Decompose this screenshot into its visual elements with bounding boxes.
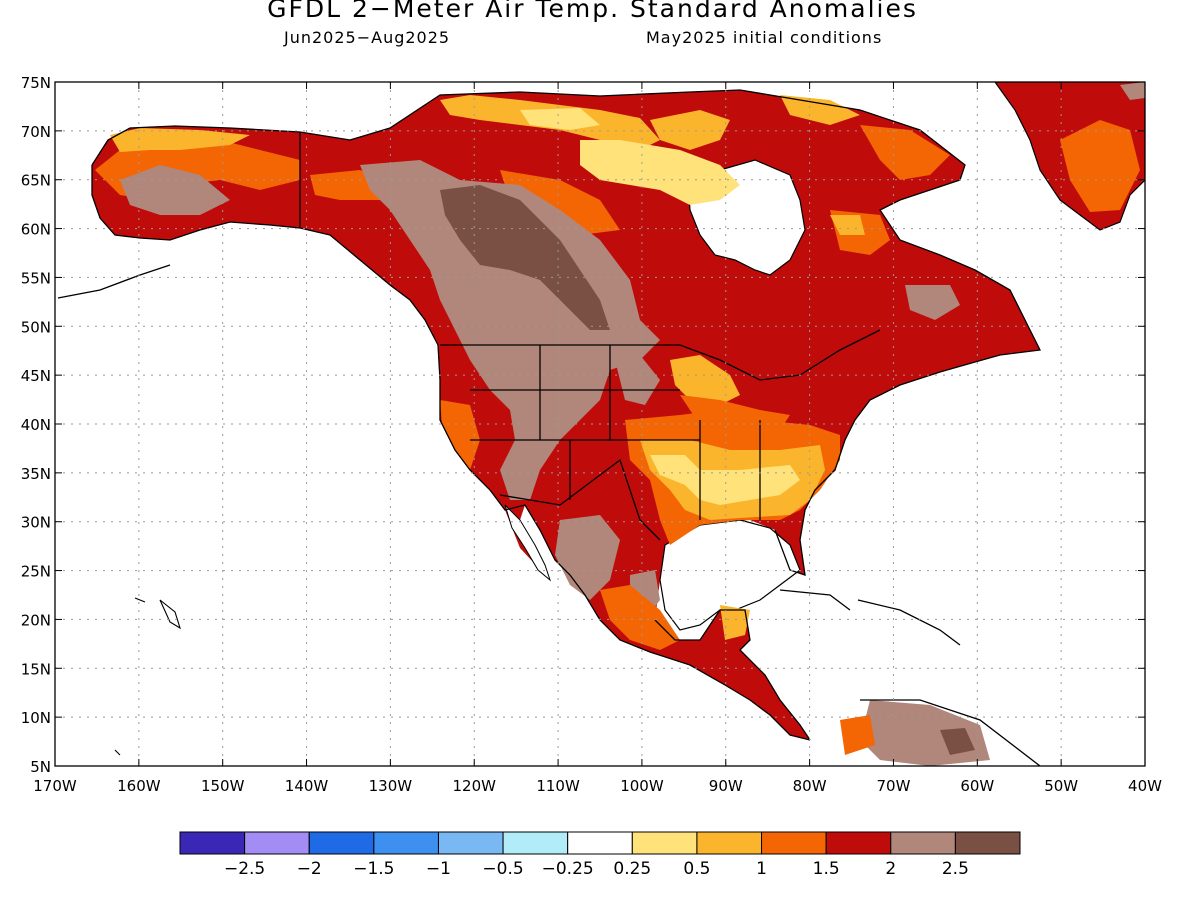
colorbar-swatch <box>761 831 827 855</box>
colorbar-label: 1.5 <box>813 859 840 879</box>
colorbar-label: 0.5 <box>683 859 710 879</box>
colorbar-label: 1 <box>756 859 767 879</box>
lon-label: 40W <box>1128 777 1162 795</box>
lat-label: 40N <box>21 416 51 434</box>
lon-label: 50W <box>1044 777 1078 795</box>
lon-label: 70W <box>877 777 911 795</box>
lat-label: 65N <box>21 172 51 190</box>
lon-label: 130W <box>369 777 413 795</box>
lat-label: 15N <box>21 660 51 678</box>
colorbar-label: −1.5 <box>353 859 394 879</box>
colorbar-swatch <box>890 831 956 855</box>
colorbar-swatch <box>308 831 375 855</box>
colorbar-swatch <box>244 831 310 855</box>
lon-label: 60W <box>960 777 994 795</box>
latitude-labels: 75N 70N 65N 60N 55N 50N 45N 40N 35N 30N 25N 20N 15N 1… <box>21 74 51 776</box>
colorbar-label: −2 <box>297 859 322 879</box>
colorbar: −2.5 −2 −1.5 −1 −0.5 −0.25 0.25 0.5 1 1.5 2 2.5 <box>179 831 1021 879</box>
lat-label: 60N <box>21 221 51 239</box>
colorbar-swatch <box>631 831 698 855</box>
colorbar-label: 0.25 <box>613 859 651 879</box>
lon-label: 90W <box>709 777 743 795</box>
colorbar-label: −0.25 <box>542 859 594 879</box>
gulf-of-mexico <box>659 519 801 631</box>
colorbar-swatch <box>502 831 569 855</box>
lat-label: 35N <box>21 465 51 483</box>
colorbar-label: 2.5 <box>942 859 969 879</box>
colorbar-swatch <box>437 831 504 855</box>
lon-label: 160W <box>117 777 161 795</box>
lat-label: 45N <box>21 367 51 385</box>
lon-label: 140W <box>285 777 329 795</box>
init-conditions-label: May2025 initial conditions <box>646 28 883 47</box>
lat-label: 50N <box>21 318 51 336</box>
lat-label: 10N <box>21 709 51 727</box>
colorbar-label: −1 <box>426 859 451 879</box>
lat-label: 5N <box>30 758 51 776</box>
lon-label: 100W <box>620 777 664 795</box>
colorbar-swatch <box>373 831 439 855</box>
lat-label: 55N <box>21 269 51 287</box>
islands <box>114 597 181 756</box>
lat-label: 75N <box>21 74 51 92</box>
lon-label: 80W <box>793 777 827 795</box>
colorbar-swatch <box>567 831 633 855</box>
lat-label: 20N <box>21 611 51 629</box>
colorbar-swatch <box>179 831 246 855</box>
lon-label: 110W <box>536 777 580 795</box>
colorbar-label: −2.5 <box>224 859 265 879</box>
lat-label: 70N <box>21 123 51 141</box>
colorbar-label: 2 <box>885 859 896 879</box>
lat-label: 30N <box>21 514 51 532</box>
lon-label: 120W <box>452 777 496 795</box>
gulf-of-california <box>504 504 552 582</box>
coastlines <box>57 89 1041 766</box>
anomaly-field <box>92 82 1145 766</box>
season-label: Jun2025−Aug2025 <box>284 28 451 47</box>
map-title: GFDL 2−Meter Air Temp. Standard Anomalie… <box>267 0 918 23</box>
axis-ticks <box>54 81 1146 767</box>
lon-label: 150W <box>201 777 245 795</box>
lat-label: 25N <box>21 563 51 581</box>
colorbar-label: −0.5 <box>482 859 523 879</box>
colorbar-swatch <box>825 831 892 855</box>
graticule <box>55 82 1145 766</box>
colorbar-swatch <box>954 831 1021 855</box>
colorbar-swatch <box>696 831 763 855</box>
lon-label: 170W <box>33 777 77 795</box>
longitude-labels: 170W 160W 150W 140W 130W 120W 110W 100W 90W 80W 70… <box>33 777 1162 795</box>
